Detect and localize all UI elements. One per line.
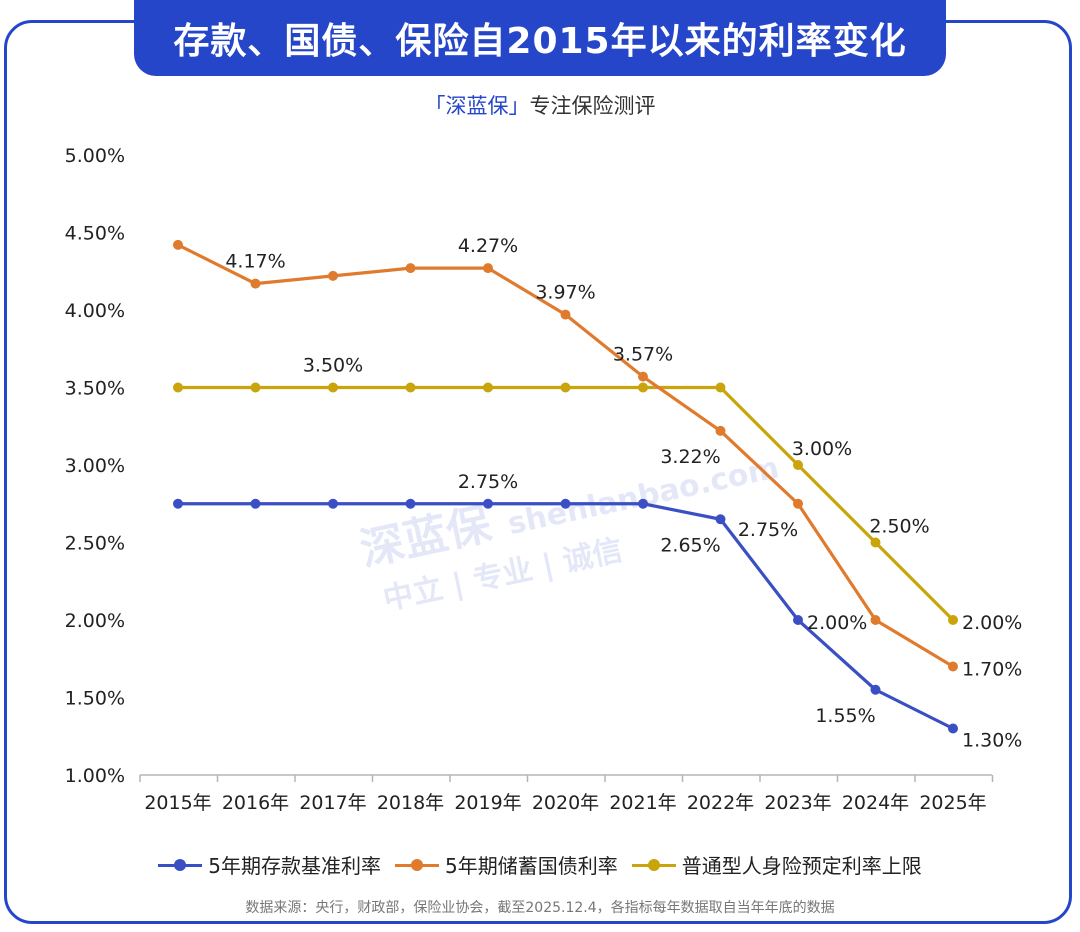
data-point-insurance (173, 382, 183, 393)
legend-item-insurance[interactable]: 普通型人身险预定利率上限 (631, 850, 922, 879)
data-point-bond (715, 425, 726, 436)
data-point-bond (328, 270, 338, 281)
data-point-deposit (405, 498, 416, 509)
series-points (173, 239, 958, 734)
data-point-insurance (328, 382, 338, 393)
legend-dot-bond (411, 858, 423, 871)
data-point-bond (483, 263, 493, 274)
data-label-insurance: 3.00% (792, 438, 852, 460)
y-tick-label: 1.00% (65, 765, 125, 787)
data-label-bond: 4.17% (225, 251, 285, 273)
data-point-deposit (328, 498, 338, 509)
data-label-bond: 3.97% (535, 282, 595, 304)
x-tick-label: 2023年 (764, 792, 831, 814)
data-label-deposit: 2.75% (458, 471, 518, 493)
data-point-deposit (560, 498, 571, 509)
y-tick-label: 3.00% (65, 455, 125, 477)
data-point-insurance (560, 382, 571, 393)
data-label-bond: 1.70% (962, 659, 1022, 681)
data-point-bond (560, 309, 571, 320)
data-label-bond: 4.27% (458, 235, 518, 257)
legend-item-bond[interactable]: 5年期储蓄国债利率 (395, 850, 618, 879)
data-point-bond (638, 371, 648, 382)
x-tick-label: 2024年 (842, 792, 909, 814)
x-tick-label: 2018年 (377, 792, 444, 814)
legend-label-bond: 5年期储蓄国债利率 (445, 854, 618, 878)
chart-title: 存款、国债、保险自2015年以来的利率变化 (134, 0, 946, 76)
data-label-bond: 2.75% (738, 519, 798, 541)
brand-name: 「深蓝保」 (424, 94, 530, 118)
data-point-insurance (715, 382, 726, 393)
x-tick-label: 2020年 (532, 792, 599, 814)
legend-dot-insurance (647, 858, 660, 871)
data-label-insurance: 2.00% (962, 612, 1022, 634)
x-tick-label: 2025年 (919, 792, 986, 814)
y-axis: 1.00% 1.50% 2.00% 2.50% 3.00% 3.50% 4.00% 4.50%… (65, 145, 125, 787)
legend-dot-deposit (174, 858, 187, 871)
legend-swatch-bond (395, 858, 439, 872)
data-point-bond (173, 239, 183, 250)
x-tick-label: 2019年 (454, 792, 521, 814)
x-tick-label: 2022年 (687, 792, 754, 814)
legend-swatch-deposit (158, 858, 203, 872)
data-label-deposit: 2.65% (660, 534, 720, 556)
data-point-insurance (405, 382, 416, 393)
y-tick-label: 5.00% (65, 145, 125, 167)
data-point-bond (405, 263, 416, 274)
source-note: 数据来源：央行，财政部，保险业协会，截至2025.12.4，各指标每年数据取自当… (245, 900, 835, 916)
brand-tagline: 专注保险测评 (529, 94, 656, 118)
x-tick-label: 2016年 (222, 792, 289, 814)
data-point-deposit (793, 615, 803, 625)
legend-item-deposit[interactable]: 5年期存款基准利率 (158, 850, 381, 879)
y-tick-label: 4.50% (65, 223, 125, 245)
data-label-deposit: 1.55% (815, 705, 875, 727)
data-label-insurance: 3.50% (303, 355, 363, 377)
y-tick-label: 1.50% (65, 688, 125, 710)
x-axis: 2015年 2016年 2017年 2018年 2019年 2020年 2021年 2022年… (139, 774, 994, 814)
legend-label-insurance: 普通型人身险预定利率上限 (681, 854, 922, 878)
x-tick-label: 2017年 (299, 792, 366, 814)
data-point-insurance (250, 382, 261, 393)
data-point-deposit (638, 498, 648, 509)
data-point-insurance (483, 382, 493, 393)
y-tick-label: 4.00% (65, 300, 125, 322)
data-point-bond (250, 278, 261, 289)
data-label-deposit: 2.00% (807, 612, 867, 634)
data-point-deposit (250, 498, 261, 509)
x-tick-label: 2015年 (144, 792, 211, 814)
data-label-deposit: 1.30% (962, 730, 1022, 752)
y-tick-label: 2.50% (65, 533, 125, 555)
data-point-bond (870, 615, 881, 625)
data-point-deposit (948, 723, 958, 734)
legend-label-deposit: 5年期存款基准利率 (208, 854, 381, 878)
data-point-insurance (870, 537, 881, 548)
data-label-insurance: 2.50% (869, 516, 929, 538)
legend: 5年期存款基准利率 5年期储蓄国债利率 普通型人身险预定利率上限 (0, 850, 1080, 879)
data-point-deposit (715, 514, 726, 525)
data-point-deposit (173, 498, 183, 509)
x-tick-label: 2021年 (609, 792, 676, 814)
data-point-insurance (638, 382, 648, 393)
legend-swatch-insurance (631, 858, 676, 872)
y-tick-label: 3.50% (65, 378, 125, 400)
subtitle: 「深蓝保」专注保险测评 (0, 90, 1080, 120)
data-point-insurance (948, 615, 958, 625)
data-point-deposit (870, 684, 881, 695)
data-labels: 2.75% 2.65% 2.00% 1.55% 1.30% 4.17% 4.27% 3.97%… (225, 235, 1022, 751)
data-label-bond: 3.22% (660, 446, 720, 468)
data-point-bond (793, 498, 803, 509)
data-label-bond: 3.57% (613, 344, 673, 366)
data-point-insurance (793, 460, 803, 470)
data-point-deposit (483, 498, 493, 509)
data-point-bond (948, 661, 958, 672)
y-tick-label: 2.00% (65, 610, 125, 632)
